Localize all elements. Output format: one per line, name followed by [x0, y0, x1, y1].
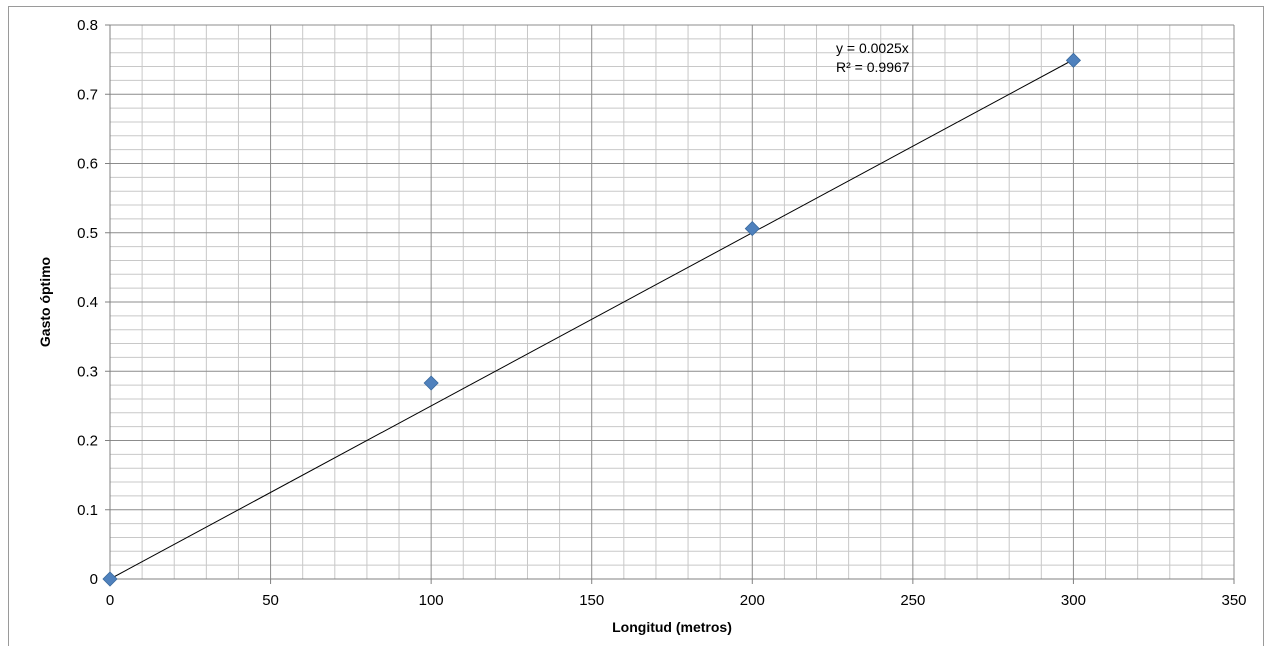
y-tick-label: 0 — [90, 571, 98, 588]
x-tick-label: 350 — [1221, 592, 1246, 609]
y-tick-label: 0.8 — [77, 17, 98, 34]
x-tick-labels: 0 50 100 150 200 250 300 350 — [106, 592, 1247, 609]
trendline — [109, 59, 1074, 580]
data-point — [423, 375, 439, 391]
data-point — [744, 221, 760, 237]
trendline-equation: y = 0.0025x — [836, 40, 909, 56]
data-point — [102, 571, 118, 587]
x-tick-label: 200 — [740, 592, 765, 609]
y-tick-labels: 0 0.1 0.2 0.3 0.4 0.5 0.6 0.7 0.8 — [77, 17, 98, 588]
x-tick-label: 0 — [106, 592, 114, 609]
x-tick-label: 100 — [419, 592, 444, 609]
y-tick-label: 0.1 — [77, 502, 98, 519]
chart-frame — [8, 6, 1264, 646]
trendline-line — [109, 59, 1074, 580]
y-tick-label: 0.7 — [77, 86, 98, 103]
data-point — [1065, 52, 1081, 68]
y-tick-label: 0.4 — [77, 294, 98, 311]
x-tick-label: 150 — [579, 592, 604, 609]
y-tick-label: 0.2 — [77, 433, 98, 450]
y-tick-label: 0.5 — [77, 225, 98, 242]
trendline-r-squared: R² = 0.9967 — [836, 59, 910, 75]
x-tick-label: 300 — [1061, 592, 1086, 609]
y-axis-title: Gasto óptimo — [37, 257, 53, 347]
x-axis-title: Longitud (metros) — [612, 619, 732, 635]
x-tick-label: 50 — [262, 592, 279, 609]
data-points — [102, 52, 1081, 587]
y-tick-label: 0.3 — [77, 363, 98, 380]
major-gridlines — [110, 24, 1235, 579]
axes — [105, 24, 1235, 584]
y-tick-label: 0.6 — [77, 156, 98, 173]
x-tick-label: 250 — [900, 592, 925, 609]
